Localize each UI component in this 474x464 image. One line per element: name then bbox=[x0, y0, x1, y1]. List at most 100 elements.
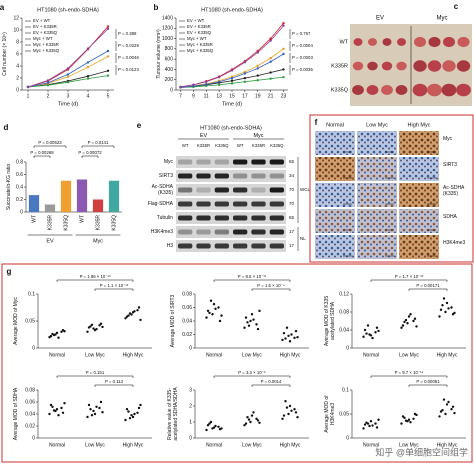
point bbox=[269, 77, 272, 80]
point bbox=[217, 75, 221, 79]
y-tick-label: 0.1 bbox=[342, 387, 349, 393]
point bbox=[374, 422, 377, 425]
annotation-bracket bbox=[94, 384, 134, 387]
point bbox=[63, 402, 66, 405]
point bbox=[179, 85, 182, 89]
point bbox=[86, 77, 90, 80]
blot-row-label: Ac-SDHA (K335) bbox=[152, 184, 174, 196]
point bbox=[93, 412, 97, 416]
blot-band bbox=[251, 201, 266, 207]
point bbox=[57, 414, 60, 417]
ihc-row-label: H3K4me3 bbox=[443, 240, 465, 246]
y-tick-label: 0 bbox=[16, 87, 19, 93]
point bbox=[230, 69, 234, 72]
column-label: High Myc bbox=[408, 122, 431, 128]
blot-row-label-line: Flag-SDHA bbox=[148, 201, 174, 207]
point bbox=[46, 84, 50, 87]
point bbox=[453, 411, 456, 415]
blot-band bbox=[233, 159, 248, 165]
row-label: K335Q bbox=[331, 87, 349, 93]
point bbox=[230, 79, 234, 82]
blot-band bbox=[233, 243, 248, 249]
annotation-bracket bbox=[33, 155, 51, 158]
point bbox=[287, 412, 290, 416]
point bbox=[256, 67, 259, 70]
x-tick-label: 5 bbox=[107, 93, 110, 99]
point bbox=[52, 333, 56, 337]
x-tick-label: Normal bbox=[49, 442, 65, 448]
legend-label: EV + WT bbox=[33, 18, 51, 23]
point bbox=[209, 299, 213, 302]
y-axis-label-line: Average MOD of K335 bbox=[324, 296, 330, 346]
point bbox=[377, 329, 380, 333]
point bbox=[294, 411, 298, 414]
y-axis-label: Average MOD of SIRT3 bbox=[170, 294, 176, 347]
point bbox=[444, 310, 447, 314]
point bbox=[269, 37, 272, 40]
point bbox=[230, 82, 234, 85]
y-tick-label: 0.12 bbox=[339, 291, 349, 297]
point bbox=[400, 326, 403, 329]
ihc-image bbox=[357, 157, 397, 181]
legend-label: EV + K335R bbox=[187, 24, 211, 29]
blot-strip bbox=[176, 156, 286, 168]
point bbox=[371, 336, 374, 340]
x-tick-label: Low Myc bbox=[242, 442, 262, 448]
ihc-image bbox=[315, 131, 355, 155]
chart-title: HT1080 (sh-endo-SDHA) bbox=[201, 7, 263, 13]
y-tick-label: 12 bbox=[13, 15, 19, 21]
point bbox=[106, 25, 110, 28]
bar bbox=[92, 199, 104, 212]
point bbox=[48, 412, 51, 416]
y-axis-label: Tumour volume (mm³) bbox=[156, 29, 162, 79]
point bbox=[66, 75, 70, 79]
point bbox=[438, 415, 441, 418]
blot-row-label-line: H3 bbox=[167, 243, 174, 249]
annotation: P = 0.113 bbox=[105, 379, 124, 384]
panel-label: g bbox=[7, 267, 12, 276]
point bbox=[124, 317, 127, 320]
point bbox=[256, 327, 260, 331]
point bbox=[127, 314, 130, 317]
point bbox=[363, 328, 367, 332]
blot-band bbox=[269, 173, 284, 179]
point bbox=[362, 427, 365, 430]
point bbox=[442, 297, 446, 300]
y-tick-label: 6 bbox=[16, 51, 19, 57]
tumour bbox=[428, 36, 441, 48]
group-label: EV bbox=[376, 16, 384, 22]
blot-band bbox=[269, 215, 284, 221]
point bbox=[404, 419, 408, 422]
point bbox=[438, 315, 441, 318]
blot-band bbox=[251, 215, 266, 221]
point bbox=[293, 336, 296, 340]
panel-label: e bbox=[137, 121, 142, 130]
point bbox=[285, 326, 289, 329]
point bbox=[244, 422, 248, 425]
tumour bbox=[442, 60, 456, 72]
point bbox=[86, 47, 90, 50]
annotation-bracket bbox=[251, 384, 291, 387]
blot-band bbox=[178, 243, 193, 249]
point bbox=[137, 406, 141, 410]
panel-label: c bbox=[454, 2, 459, 11]
x-tick-label: 19 bbox=[255, 93, 261, 99]
point bbox=[403, 320, 406, 324]
kda-label: 34 bbox=[289, 173, 295, 178]
annotation: P = 0.767 bbox=[292, 31, 311, 36]
blot-band bbox=[233, 173, 248, 179]
point bbox=[211, 313, 214, 316]
x-tick-label: 1 bbox=[27, 93, 30, 99]
lane-label: K335R bbox=[197, 143, 210, 148]
x-tick-label: 3 bbox=[67, 93, 70, 99]
tumour bbox=[352, 84, 364, 96]
blot-band bbox=[269, 201, 284, 207]
point bbox=[363, 423, 367, 426]
y-tick-label: 0.04 bbox=[339, 327, 349, 333]
point bbox=[209, 420, 213, 424]
kda-label: 70 bbox=[289, 201, 295, 206]
column-label: Normal bbox=[326, 122, 344, 128]
x-axis-label: Time (d) bbox=[222, 101, 242, 107]
tumour bbox=[413, 60, 427, 72]
point bbox=[124, 418, 127, 422]
